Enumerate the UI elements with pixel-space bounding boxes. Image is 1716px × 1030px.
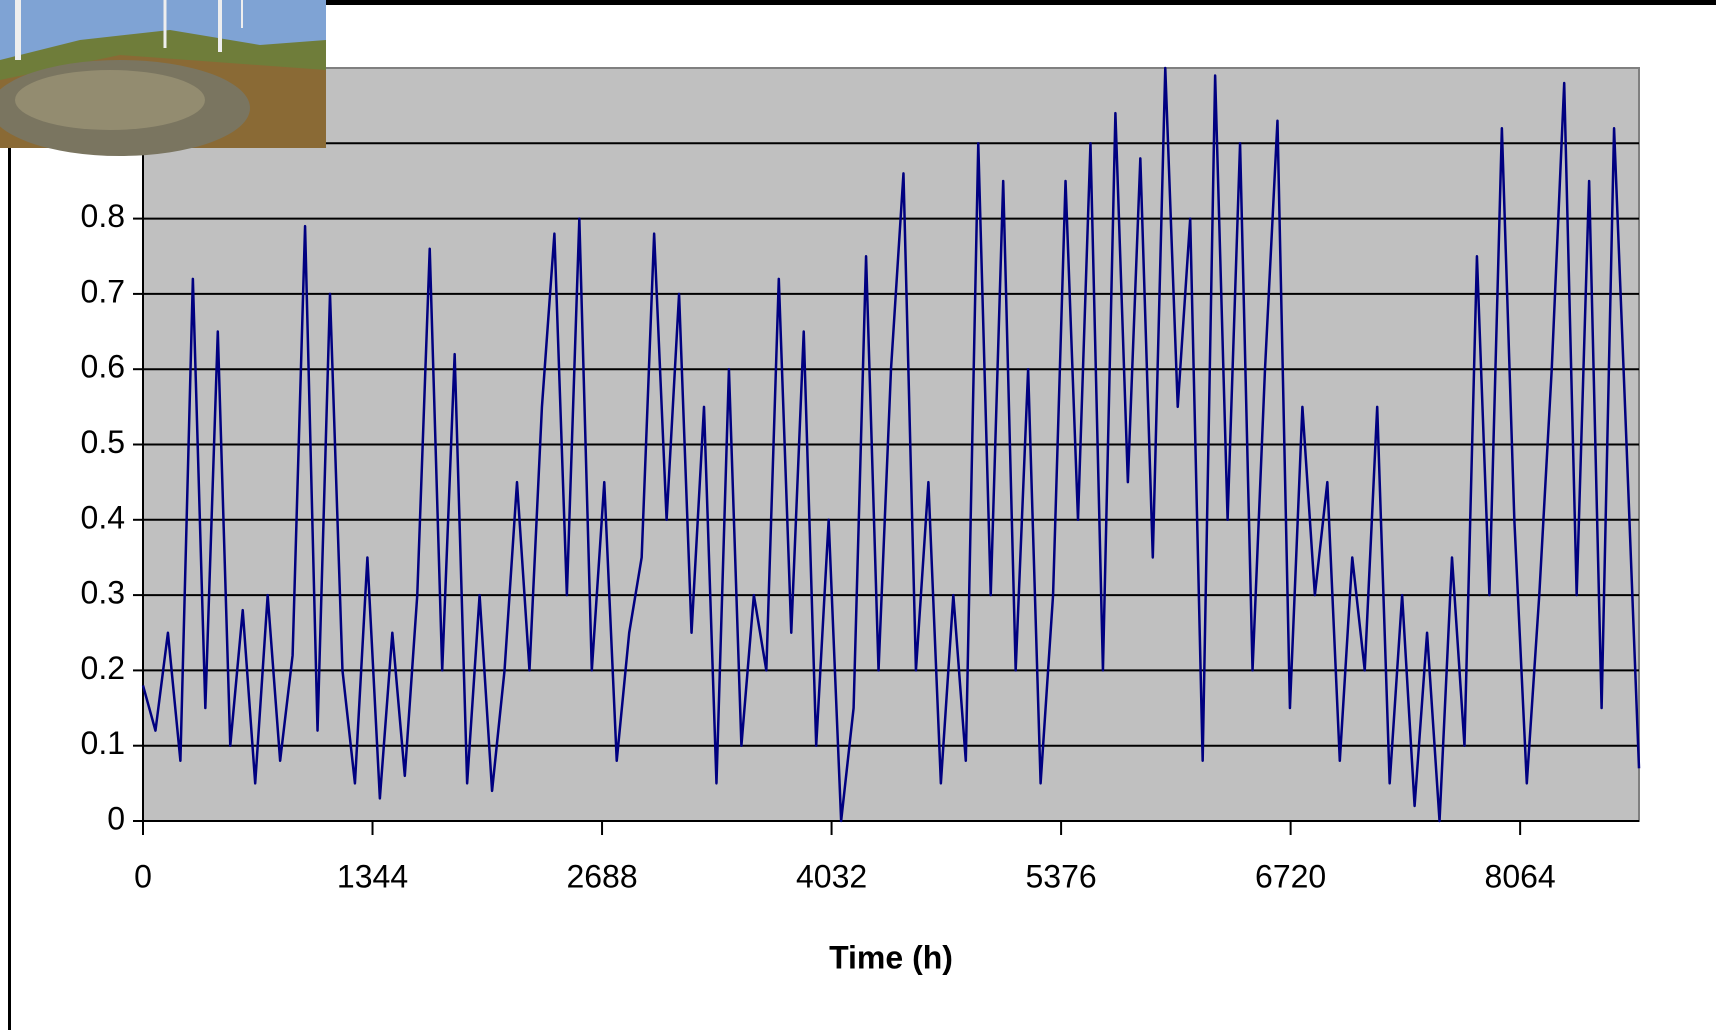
- y-tick-label: 0.8: [81, 198, 125, 234]
- left-border: [8, 0, 11, 1030]
- y-tick-label: 0.6: [81, 349, 125, 385]
- y-tick-label: 0.2: [81, 650, 125, 686]
- data-line: [141, 66, 1641, 823]
- y-tick-label: 0.7: [81, 273, 125, 309]
- x-tick-label: 0: [134, 858, 152, 894]
- y-tick-label: 0.1: [81, 725, 125, 761]
- y-tick-label: 0: [107, 800, 125, 836]
- y-tick-label: 0.3: [81, 575, 125, 611]
- y-tick-label: 0.4: [81, 499, 125, 535]
- x-axis-label: Time (h): [829, 939, 953, 975]
- photo: [0, 0, 326, 156]
- x-tick-label: 1344: [337, 858, 408, 894]
- x-tick-label: 8064: [1485, 858, 1556, 894]
- x-tick-label: 6720: [1255, 858, 1326, 894]
- top-border: [326, 0, 1716, 5]
- y-tick-label: 0.5: [81, 424, 125, 460]
- x-tick-label: 4032: [796, 858, 867, 894]
- x-tick-label: 5376: [1025, 858, 1096, 894]
- x-tick-label: 2688: [566, 858, 637, 894]
